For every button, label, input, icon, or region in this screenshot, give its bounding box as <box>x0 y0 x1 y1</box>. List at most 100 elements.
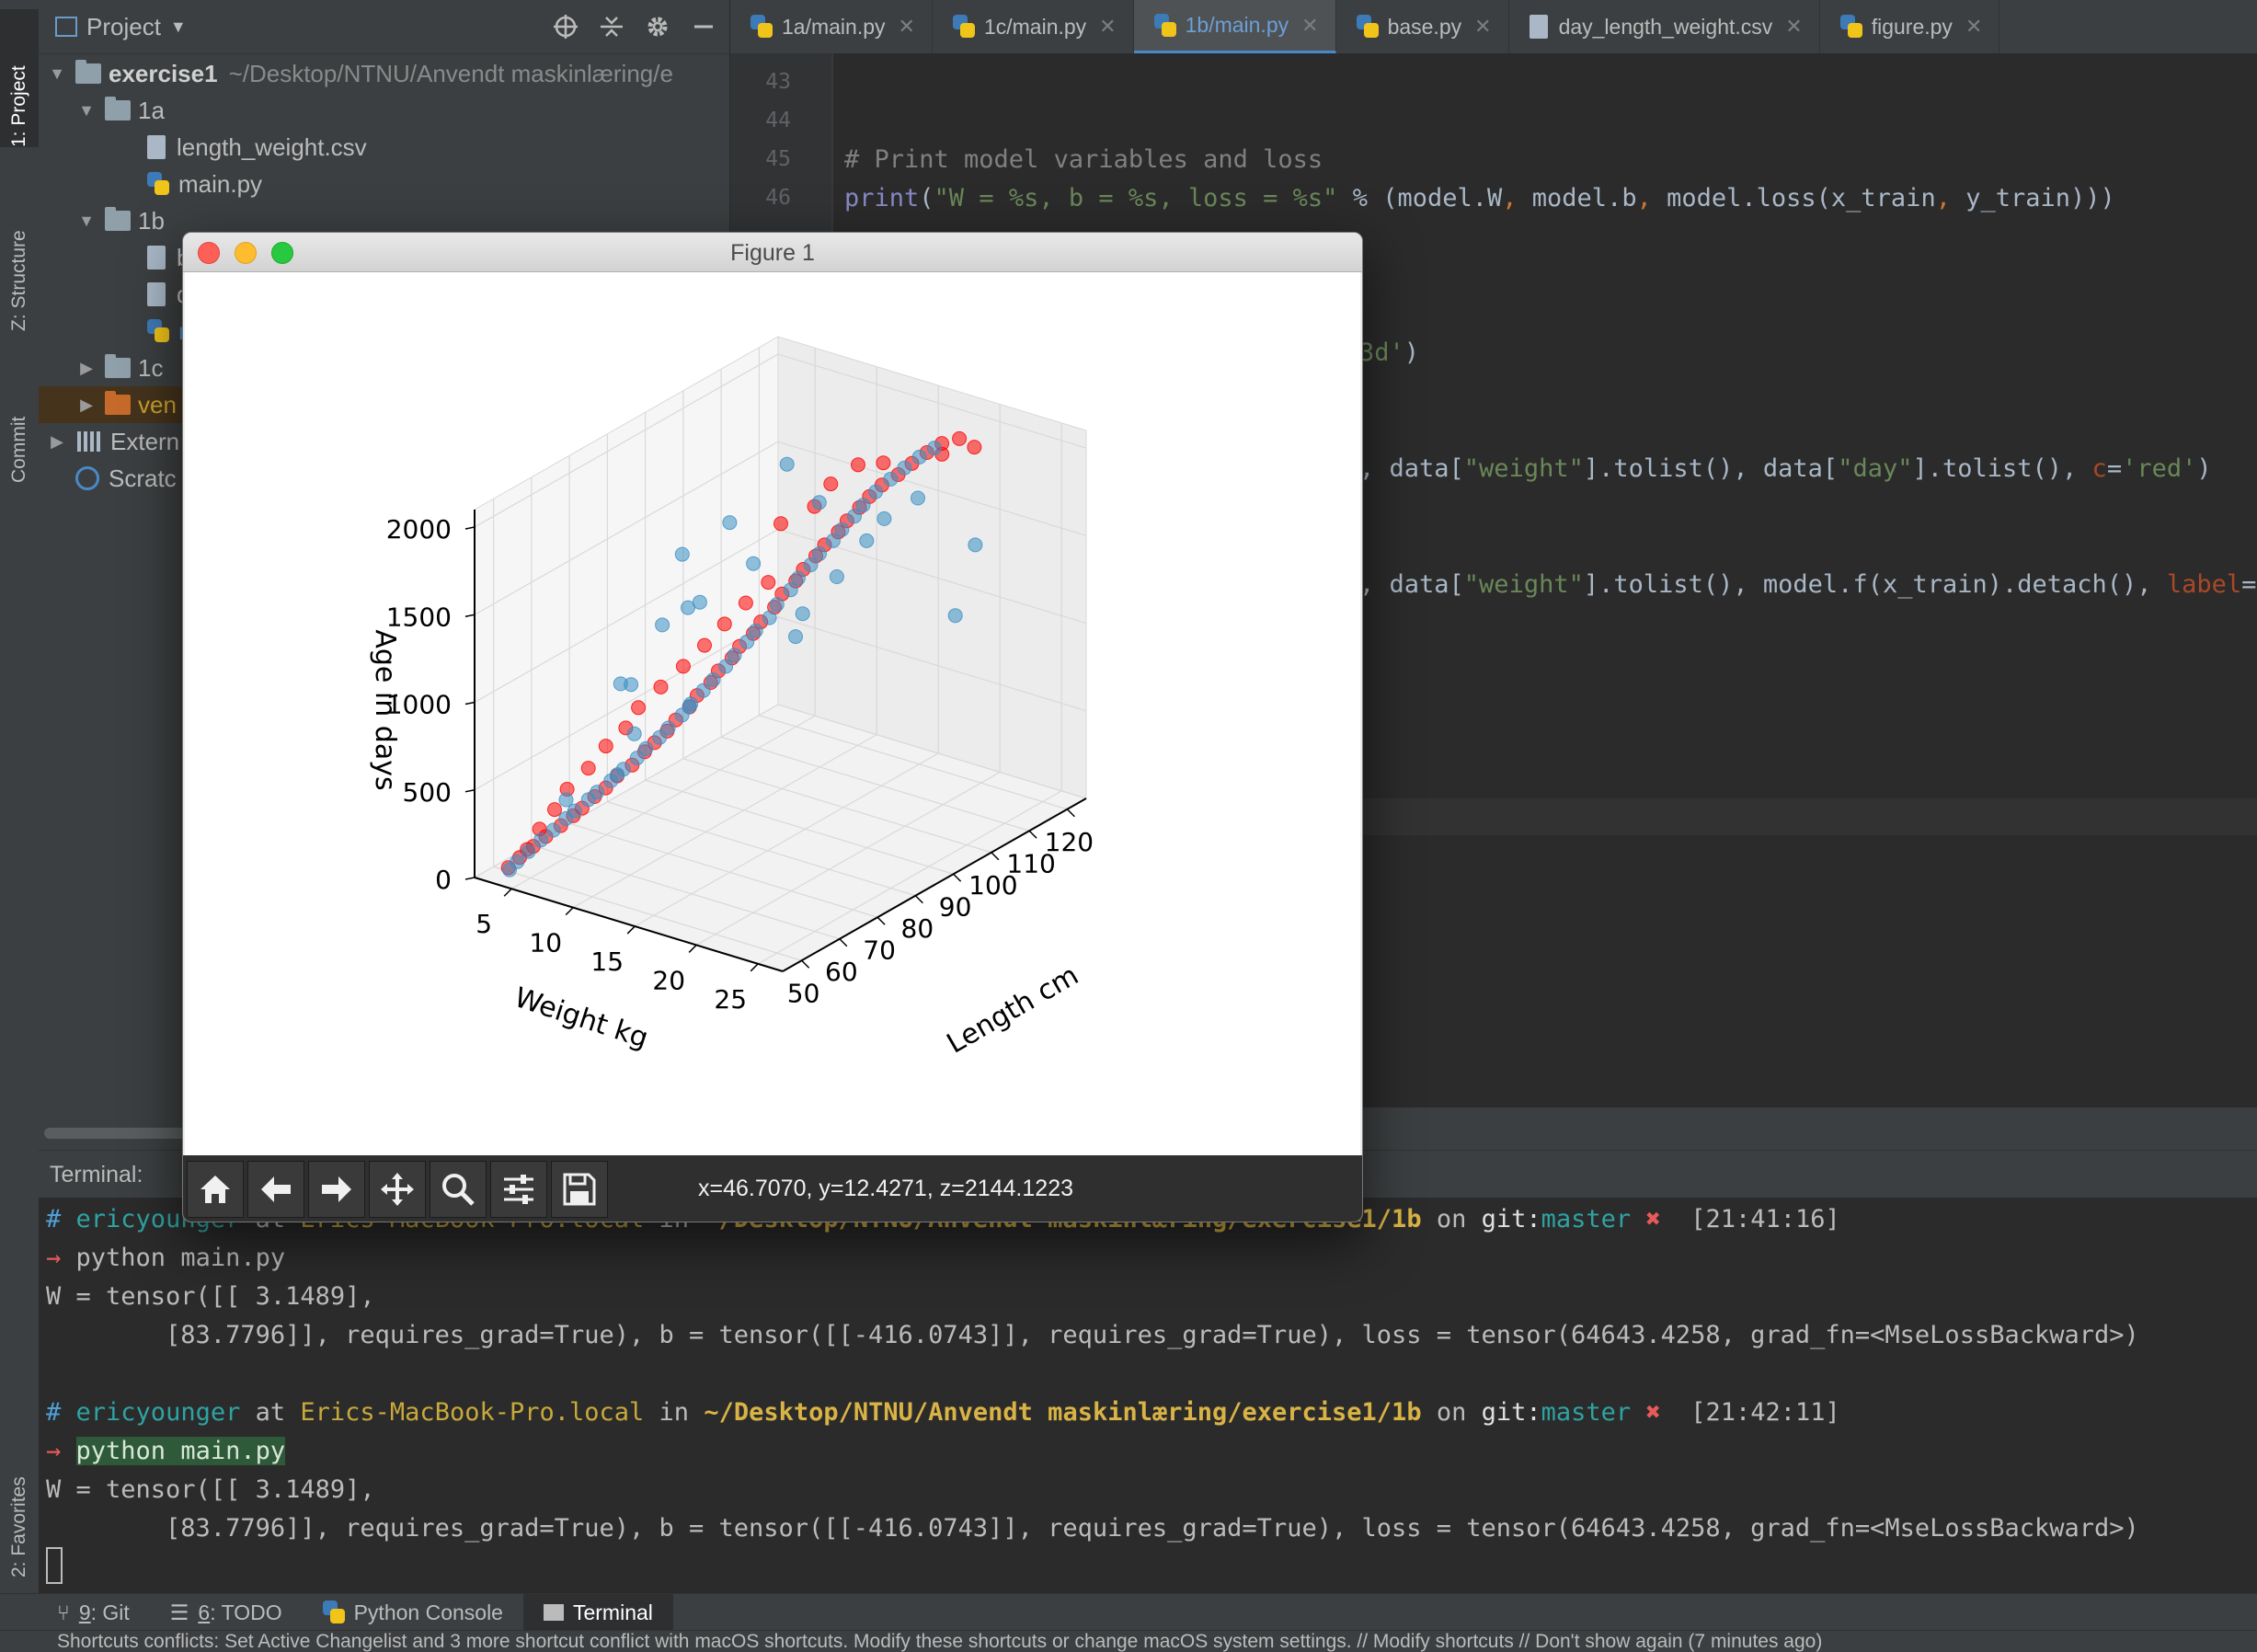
configure-subplots-button[interactable] <box>490 1161 547 1218</box>
status-message[interactable]: Shortcuts conflicts: Set Active Changeli… <box>57 1631 1823 1652</box>
scatter-point-series-1 <box>674 546 690 562</box>
tab-structure[interactable]: Z: Structure <box>8 230 29 331</box>
project-view-selector[interactable]: Project ▼ <box>55 13 187 41</box>
close-icon[interactable]: ✕ <box>1785 15 1803 38</box>
scatter-point-series-0 <box>675 659 691 674</box>
scatter-point-series-0 <box>761 575 776 591</box>
project-panel-icon <box>55 17 77 37</box>
y-tick-mark <box>503 888 512 897</box>
tree-folder-1b[interactable]: ▼ 1b <box>77 202 165 239</box>
gear-icon[interactable] <box>645 14 670 40</box>
gridline <box>510 715 816 889</box>
code-token: , data[ <box>1359 570 1464 599</box>
prompt-user: ericyounger <box>75 1398 241 1427</box>
plot-canvas[interactable]: 50 60 70 80 90 100 110 120 25 20 15 10 5 0 500 1000 1500… <box>185 272 1360 1155</box>
python-console-icon <box>322 1600 345 1624</box>
scatter-point-series-1 <box>655 617 670 633</box>
close-icon[interactable]: ✕ <box>898 15 915 38</box>
tab-favorites[interactable]: 2: Favorites <box>8 1476 29 1577</box>
code-token: , <box>1502 184 1518 212</box>
scatter-point-series-1 <box>803 557 819 573</box>
scatter-point-series-1 <box>834 522 850 537</box>
close-icon[interactable]: ✕ <box>1301 13 1319 37</box>
tree-item-label: 1c <box>138 353 164 382</box>
zoom-window-button[interactable] <box>271 242 293 264</box>
prompt-arrow-icon: → <box>46 1437 62 1465</box>
terminal-cursor[interactable] <box>46 1547 63 1584</box>
scatter-point-series-0 <box>967 440 982 455</box>
z-tick-mark <box>464 526 475 530</box>
back-button[interactable] <box>247 1161 304 1218</box>
tree-folder-1c[interactable]: ▶ 1c <box>77 350 163 386</box>
tree-file-1a-main-py[interactable]: main.py <box>147 166 262 202</box>
close-icon[interactable]: ✕ <box>1099 15 1117 38</box>
hide-panel-icon[interactable] <box>691 14 716 40</box>
tree-folder-1a[interactable]: ▼ 1a <box>77 92 165 129</box>
tab-1b-main-py[interactable]: 1b/main.py ✕ <box>1133 0 1336 53</box>
scatter-point-series-1 <box>897 460 912 476</box>
expand-arrow-icon[interactable]: ▶ <box>80 358 93 377</box>
gridline <box>720 736 1030 832</box>
tab-git[interactable]: ⑂ 9: Git <box>37 1594 150 1631</box>
minimize-window-button[interactable] <box>235 242 257 264</box>
pan-button[interactable] <box>369 1161 426 1218</box>
tab-python-console[interactable]: Python Console <box>303 1594 523 1631</box>
collapse-all-icon[interactable] <box>599 14 624 40</box>
expand-arrow-icon[interactable]: ▶ <box>51 431 63 451</box>
tab-todo[interactable]: ☰ 6: TODO <box>150 1594 303 1631</box>
code-token: ].tolist(), model.f(x_train).detach(), <box>1583 570 2167 599</box>
close-icon[interactable]: ✕ <box>1474 15 1492 38</box>
terminal-output-line: W = tensor([[ 3.1489], <box>46 1475 375 1504</box>
z-tick-mark <box>464 614 475 618</box>
expand-arrow-icon[interactable]: ▼ <box>78 211 95 230</box>
locate-icon[interactable] <box>553 14 579 40</box>
close-icon[interactable]: ✕ <box>1965 15 1983 38</box>
tree-scratches[interactable]: Scratc <box>75 460 177 497</box>
tree-file-length-weight-csv[interactable]: length_weight.csv <box>147 129 367 166</box>
terminal-command: python main.py <box>75 1244 286 1272</box>
x-tick-label: 70 <box>863 935 896 965</box>
tab-label: Python Console <box>353 1600 503 1624</box>
y-tick-label: 10 <box>529 928 562 958</box>
expand-arrow-icon[interactable]: ▶ <box>80 395 93 414</box>
tree-item-label: 1a <box>138 96 165 124</box>
expand-arrow-icon[interactable]: ▼ <box>78 100 95 120</box>
code-token: 3d' <box>1359 338 1404 367</box>
tab-commit[interactable]: Commit <box>8 416 29 483</box>
tab-terminal[interactable]: Terminal <box>522 1594 673 1631</box>
tab-1c-main-py[interactable]: 1c/main.py ✕ <box>933 0 1134 53</box>
gridline <box>634 752 939 927</box>
scatter-point-series-1 <box>911 449 927 465</box>
tab-1a-main-py[interactable]: 1a/main.py ✕ <box>730 0 933 53</box>
tab-base-py[interactable]: base.py ✕ <box>1336 0 1509 53</box>
terminal-output[interactable] <box>39 1198 2257 1593</box>
z-tick-mark <box>464 789 475 793</box>
close-window-button[interactable] <box>198 242 220 264</box>
tab-day-length-weight-csv[interactable]: day_length_weight.csv ✕ <box>1509 0 1820 53</box>
status-bar[interactable]: Shortcuts conflicts: Set Active Changeli… <box>0 1630 2257 1652</box>
3d-scatter-plot[interactable]: 5060708090100110120252015105050010001500… <box>185 272 1360 1155</box>
scatter-point-series-1 <box>762 610 777 625</box>
terminal-label: Terminal: <box>50 1162 143 1187</box>
home-button[interactable] <box>187 1161 244 1218</box>
csv-file-icon <box>147 135 166 159</box>
expand-arrow-icon[interactable]: ▼ <box>49 63 65 83</box>
figure-titlebar[interactable]: Figure 1 <box>183 233 1362 272</box>
save-button[interactable] <box>551 1161 608 1218</box>
python-file-icon <box>1356 15 1379 39</box>
tree-file-1b-item-3[interactable]: r <box>147 313 187 350</box>
python-file-icon <box>952 15 975 39</box>
scatter-point-series-1 <box>795 606 810 622</box>
tab-figure-py[interactable]: figure.py ✕ <box>1820 0 2000 53</box>
zoom-button[interactable] <box>430 1161 487 1218</box>
zoom-icon <box>442 1174 475 1206</box>
tree-root-exercise1[interactable]: ▼ exercise1 ~/Desktop/NTNU/Anvendt maski… <box>48 55 673 92</box>
editor-horizontal-scrollbar[interactable] <box>1361 1107 2257 1150</box>
scatter-point-series-1 <box>911 490 925 506</box>
x-tick-label: 50 <box>787 978 820 1008</box>
tree-external-libraries[interactable]: ▶ Extern <box>48 423 179 460</box>
tab-project[interactable]: 1: Project <box>0 9 39 147</box>
scatter-point-series-1 <box>695 683 711 698</box>
git-branch-icon: ⑂ <box>57 1600 70 1624</box>
forward-button[interactable] <box>308 1161 365 1218</box>
